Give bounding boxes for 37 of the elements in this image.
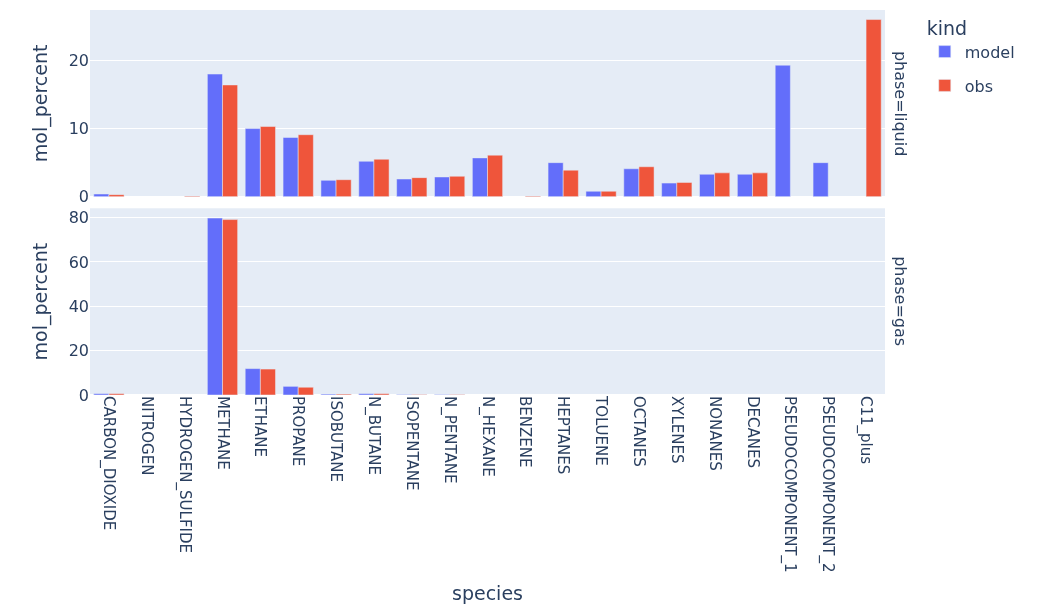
x-tick-label: HYDROGEN_SULFIDE xyxy=(174,396,194,553)
x-tick-label: NITROGEN xyxy=(137,396,156,476)
y-tick-label: 0 xyxy=(78,385,89,405)
x-tick-label: XYLENES xyxy=(667,396,686,464)
y-tick-label: 80 xyxy=(68,208,89,228)
x-tick-label: DECANES xyxy=(743,396,762,468)
y-tick-label: 20 xyxy=(68,341,89,361)
text: phase=gas xyxy=(891,256,911,347)
x-tick-label: ISOPENTANE xyxy=(402,396,421,491)
y-tick-label: 20 xyxy=(68,51,89,71)
x-axis-title: species xyxy=(452,582,523,605)
y-axis-title: mol_percent xyxy=(29,44,53,163)
legend-title: kind xyxy=(926,16,968,39)
x-tick-label: N_PENTANE xyxy=(439,396,459,484)
x-tick-label: PSEUDOCOMPONENT_1 xyxy=(780,396,800,573)
x-tick-label: PROPANE xyxy=(289,396,308,467)
x-tick-label: ETHANE xyxy=(251,396,270,457)
x-tick-label: HEPTANES xyxy=(554,396,573,475)
x-tick-label: ISOBUTANE xyxy=(327,396,346,482)
x-tick-label: C11_plus xyxy=(856,396,876,465)
x-tick-label: N_BUTANE xyxy=(364,396,384,475)
x-tick-label: N_HEXANE xyxy=(477,396,497,477)
y-tick-label: 0 xyxy=(78,187,89,207)
text: phase=liquid xyxy=(890,50,910,157)
x-tick-label: OCTANES xyxy=(630,396,649,467)
x-tick-label: NONANES xyxy=(705,396,724,471)
legend-label: obs xyxy=(964,76,994,96)
x-tick-label: BENZENE xyxy=(516,396,535,468)
x-tick-label: METHANE xyxy=(213,396,232,470)
legend-label: model xyxy=(964,42,1015,62)
x-tick-label: CARBON_DIOXIDE xyxy=(99,396,119,531)
x-tick-label: TOLUENE xyxy=(592,395,611,466)
y-tick-label: 40 xyxy=(68,296,89,316)
y-tick-label: 10 xyxy=(68,119,89,139)
y-axis-title: mol_percent xyxy=(29,242,53,361)
x-tick-label: PSEUDOCOMPONENT_2 xyxy=(818,396,838,573)
y-tick-label: 60 xyxy=(68,252,89,272)
